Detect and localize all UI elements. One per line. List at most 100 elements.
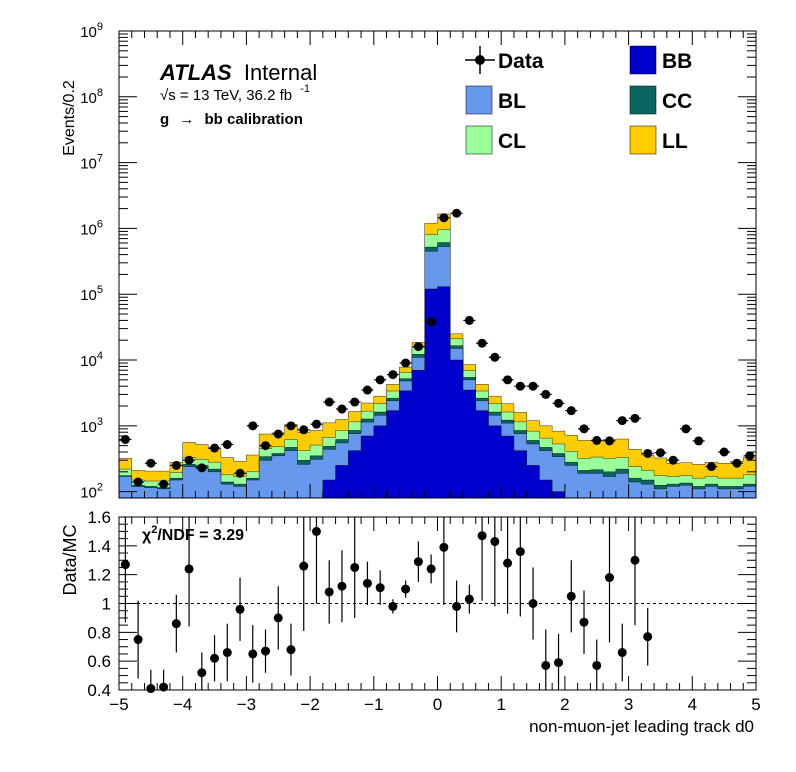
data-point: [681, 424, 691, 434]
ratio-point: [643, 632, 653, 642]
ratio-point: [248, 649, 258, 659]
data-point: [273, 429, 283, 439]
top-y-tick-exp: 3: [97, 416, 103, 428]
data-point: [426, 317, 436, 327]
data-point: [452, 208, 462, 218]
ratio-point: [541, 660, 551, 670]
top-y-tick-label: 107: [80, 153, 103, 173]
ratio-x-tick-label: 0: [433, 695, 442, 714]
data-point: [668, 455, 678, 465]
ratio-point: [477, 531, 487, 541]
legend-label-cl: CL: [498, 130, 526, 153]
data-point: [261, 441, 271, 451]
ratio-point: [503, 558, 513, 568]
data-point: [528, 381, 538, 391]
data-point: [350, 397, 360, 407]
top-y-tick-exp: 5: [97, 284, 103, 296]
data-point: [159, 479, 169, 489]
energy-sup: -1: [300, 83, 310, 95]
top-y-tick-base: 10: [80, 485, 97, 502]
ratio-point: [133, 635, 143, 645]
ratio-points: [120, 517, 653, 694]
ratio-point: [413, 557, 423, 567]
data-point: [706, 462, 716, 472]
ratio-point: [375, 583, 385, 593]
ratio-y-tick-label: 0.8: [87, 623, 111, 642]
top-y-tick-label: 108: [80, 87, 103, 107]
ratio-point: [388, 601, 398, 611]
top-y-tick-label: 103: [80, 416, 103, 436]
ratio-point: [350, 562, 360, 572]
ratio-x-tick-label: 3: [624, 695, 633, 714]
stack-histograms: [118, 213, 757, 499]
legend-item-ll: LL: [629, 125, 688, 155]
top-y-tick-base: 10: [80, 24, 97, 41]
data-point: [617, 416, 627, 426]
data-point: [515, 381, 525, 391]
top-y-tick-label: 104: [80, 350, 103, 370]
ratio-y-tick-label: 1.2: [87, 566, 111, 585]
data-point: [464, 315, 474, 325]
data-point: [630, 413, 640, 423]
ratio-x-tick-label: −4: [173, 695, 192, 714]
legend-item-bb: BB: [629, 45, 692, 75]
top-y-tick-label: 106: [80, 218, 103, 238]
data-point: [248, 421, 258, 431]
ratio-point: [311, 526, 321, 536]
ratio-point: [222, 648, 232, 658]
legend-swatch-cl: [465, 125, 493, 155]
ratio-x-tick-label: −1: [364, 695, 383, 714]
data-point: [566, 406, 576, 416]
ratio-point: [401, 584, 411, 594]
legend-item-bl: BL: [465, 85, 526, 115]
ratio-x-tick-label: 2: [560, 695, 569, 714]
legend-label-ll: LL: [662, 130, 688, 153]
ratio-point: [120, 560, 130, 570]
data-point: [477, 338, 487, 348]
legend-swatch-bb: [629, 45, 657, 75]
chi2-symbol: χ: [142, 527, 152, 544]
ratio-point: [528, 599, 538, 608]
ratio-point: [439, 542, 449, 552]
ratio-point: [464, 594, 474, 604]
top-y-tick-base: 10: [80, 156, 97, 173]
data-point: [324, 397, 334, 407]
ratio-point: [554, 658, 564, 668]
data-point: [490, 352, 500, 362]
legend-item-data: Data: [465, 46, 544, 74]
selection-label: g → bb calibration: [160, 111, 303, 128]
data-point: [171, 460, 181, 470]
data-point: [554, 398, 564, 408]
legend-swatch-bl: [465, 85, 493, 115]
ratio-point: [299, 561, 309, 571]
ratio-y-tick-label: 0.6: [87, 652, 111, 671]
data-point: [592, 435, 602, 445]
data-point: [694, 436, 704, 446]
ratio-x-tick-label: −5: [109, 695, 128, 714]
data-points: [119, 208, 756, 490]
ratio-point: [426, 564, 436, 574]
ratio-x-tick-label: −2: [300, 695, 319, 714]
data-point: [337, 404, 347, 414]
atlas-logo-text: ATLAS: [159, 60, 232, 85]
ratio-point: [324, 587, 334, 597]
ratio-point: [286, 645, 296, 655]
ratio-point: [184, 564, 194, 574]
data-point: [732, 458, 742, 468]
data-point: [655, 448, 665, 458]
legend-label-data: Data: [498, 50, 544, 73]
data-point: [120, 434, 130, 444]
ratio-point: [210, 653, 220, 663]
top-y-tick-exp: 4: [97, 350, 103, 362]
chi2-annotation: χ2/NDF = 3.29: [142, 524, 244, 544]
top-y-tick-label: 102: [80, 482, 103, 502]
data-point: [604, 436, 614, 446]
ratio-point: [579, 617, 589, 627]
data-point: [388, 370, 398, 380]
data-point: [311, 419, 321, 429]
data-point: [184, 455, 194, 465]
legend-label-bb: BB: [662, 50, 692, 73]
selection-arrow: →: [179, 111, 194, 128]
legend-swatch-cc: [629, 85, 657, 115]
ratio-x-tick-label: 5: [751, 695, 760, 714]
